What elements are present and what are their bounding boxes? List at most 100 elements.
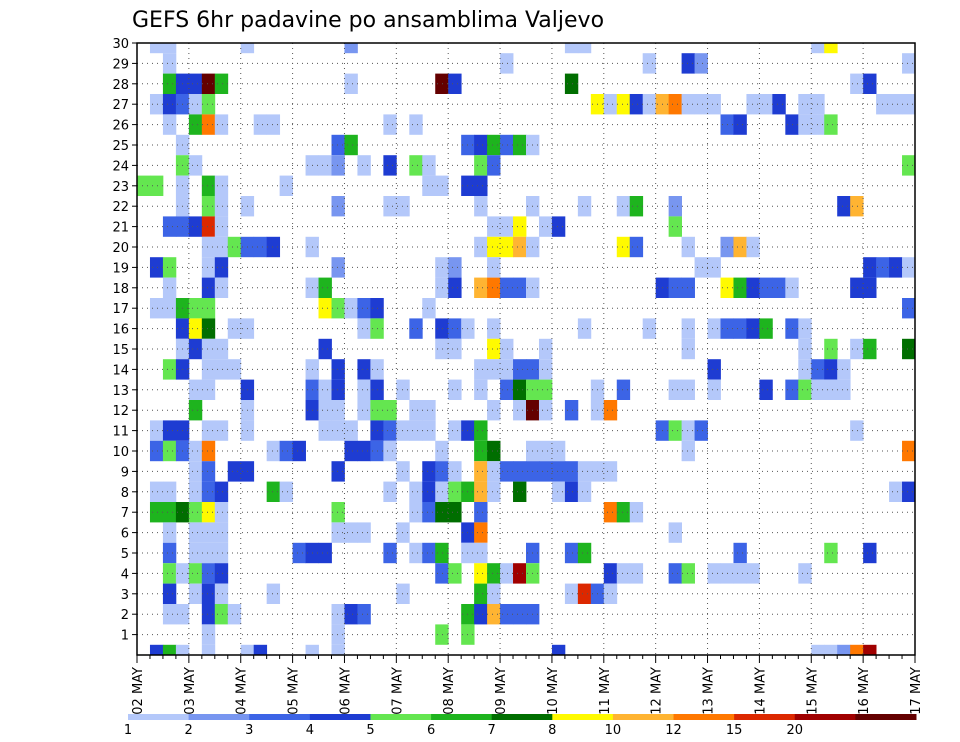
heatmap-cell xyxy=(474,134,488,156)
heatmap-cell xyxy=(746,318,760,339)
heatmap-cell xyxy=(487,236,501,258)
heatmap-cell xyxy=(409,114,423,135)
heatmap-cell xyxy=(149,298,164,319)
colorbar-swatch xyxy=(552,714,614,720)
heatmap-cell xyxy=(681,94,695,115)
heatmap-cell xyxy=(707,359,721,380)
colorbar-swatch xyxy=(188,714,250,720)
heatmap-cell xyxy=(422,175,436,196)
heatmap-cell xyxy=(733,236,747,258)
heatmap-cell xyxy=(188,542,203,564)
heatmap-cell xyxy=(850,420,864,441)
heatmap-cell xyxy=(863,277,877,298)
heatmap-cell xyxy=(798,318,812,339)
heatmap-cell xyxy=(629,236,644,258)
heatmap-cell xyxy=(759,318,773,339)
colorbar-label: 2 xyxy=(184,723,192,738)
heatmap-cell xyxy=(487,563,501,584)
heatmap-cell xyxy=(435,338,449,360)
heatmap-cell xyxy=(188,481,203,502)
heatmap-cell xyxy=(162,94,177,115)
heatmap-cell xyxy=(487,583,501,604)
heatmap-cell xyxy=(149,502,164,523)
heatmap-cell xyxy=(681,277,695,298)
heatmap-cell xyxy=(500,216,514,237)
heatmap-cell xyxy=(188,73,203,94)
x-tick-label: 08 MAY xyxy=(442,667,457,715)
heatmap-cell xyxy=(188,563,203,584)
y-tick-label: 25 xyxy=(112,139,129,154)
heatmap-cell xyxy=(214,563,229,584)
heatmap-cell xyxy=(668,196,682,217)
heatmap-cell xyxy=(902,94,916,115)
heatmap-cell xyxy=(214,338,229,360)
heatmap-cell xyxy=(629,196,644,217)
heatmap-cell xyxy=(162,277,177,298)
heatmap-cell xyxy=(681,338,695,360)
y-tick-label: 28 xyxy=(112,78,129,93)
heatmap-cell xyxy=(201,257,216,278)
heatmap-cell xyxy=(500,236,514,258)
heatmap-cell xyxy=(564,461,579,482)
x-tick-label: 12 MAY xyxy=(650,667,665,715)
colorbar: 1 2 3 4 5 6 7 8 10 12 15 20 xyxy=(124,714,917,738)
heatmap-cell xyxy=(746,277,760,298)
colorbar-label: 7 xyxy=(488,723,496,738)
heatmap-cell xyxy=(435,624,449,645)
colorbar-swatch xyxy=(673,714,735,720)
heatmap-cell xyxy=(331,379,345,400)
x-tick-label: 13 MAY xyxy=(702,667,717,715)
heatmap-cell xyxy=(344,73,358,94)
heatmap-cell xyxy=(448,73,462,94)
heatmap-cell xyxy=(577,318,592,339)
heatmap-cell xyxy=(149,94,164,115)
heatmap-cell xyxy=(616,563,631,584)
heatmap-cell xyxy=(487,338,501,360)
heatmap-cell xyxy=(474,359,488,380)
heatmap-cell xyxy=(201,379,216,400)
heatmap-cell xyxy=(331,420,345,441)
heatmap-cell xyxy=(448,379,462,400)
x-tick-label: 04 MAY xyxy=(235,667,250,715)
colorbar-label: 15 xyxy=(726,723,743,738)
heatmap-cell xyxy=(487,216,501,237)
y-tick-label: 10 xyxy=(112,445,129,460)
heatmap-cell xyxy=(435,318,449,339)
heatmap-cell xyxy=(513,604,527,625)
heatmap-cell xyxy=(577,542,592,564)
y-tick-label: 19 xyxy=(112,261,129,276)
heatmap-cell xyxy=(318,155,332,176)
heatmap-cell xyxy=(603,583,618,604)
y-tick-label: 2 xyxy=(121,608,129,623)
heatmap-cell xyxy=(500,461,514,482)
heatmap-cell xyxy=(318,400,332,421)
heatmap-cell xyxy=(448,461,462,482)
heatmap-cell xyxy=(266,236,281,258)
heatmap-cell xyxy=(188,379,203,400)
heatmap-cell xyxy=(357,318,371,339)
colorbar-label: 6 xyxy=(427,723,435,738)
heatmap-cell xyxy=(681,379,695,400)
heatmap-cell xyxy=(344,604,358,625)
heatmap-cell xyxy=(162,420,177,441)
heatmap-cell xyxy=(902,481,916,502)
heatmap-cell xyxy=(474,379,488,400)
heatmap-cell xyxy=(383,542,397,564)
heatmap-cell xyxy=(279,175,293,196)
heatmap-cell xyxy=(162,114,177,135)
heatmap-cell xyxy=(500,604,514,625)
heatmap-cell xyxy=(201,461,216,482)
heatmap-cell xyxy=(863,542,877,564)
heatmap-cell xyxy=(344,134,358,156)
heatmap-cell xyxy=(331,359,345,380)
y-tick-label: 20 xyxy=(112,241,129,256)
heatmap-cell xyxy=(292,542,306,564)
heatmap-cell xyxy=(629,94,644,115)
heatmap-cell xyxy=(201,216,216,237)
heatmap-cell xyxy=(564,583,579,604)
y-tick-label: 5 xyxy=(121,547,129,562)
heatmap-cell xyxy=(331,257,345,278)
heatmap-cell xyxy=(435,73,449,94)
y-tick-label: 15 xyxy=(112,343,129,358)
heatmap-cell xyxy=(344,43,358,54)
